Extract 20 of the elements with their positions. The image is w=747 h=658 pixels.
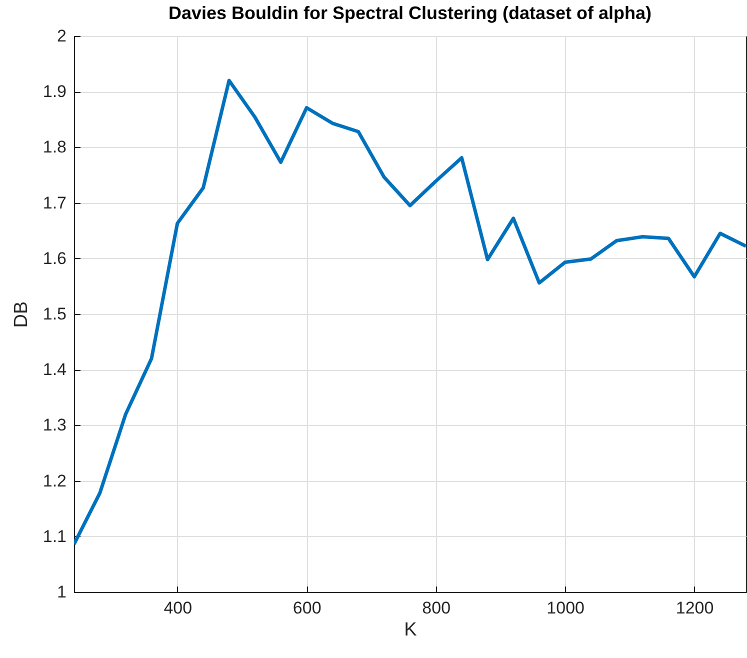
y-tick-label: 1.2 bbox=[42, 471, 66, 490]
chart-title: Davies Bouldin for Spectral Clustering (dataset of alpha) bbox=[168, 3, 652, 23]
x-tick-label: 1000 bbox=[546, 598, 584, 618]
y-tick-label: 1.8 bbox=[42, 138, 66, 157]
y-tick-label: 1.6 bbox=[42, 248, 66, 268]
x-tick-label: 1200 bbox=[676, 598, 714, 618]
x-tick-label: 800 bbox=[422, 598, 451, 618]
y-tick-label: 1.9 bbox=[42, 82, 66, 102]
y-tick-label: 1.5 bbox=[42, 304, 66, 324]
x-axis-title: K bbox=[404, 620, 418, 640]
x-tick-label: 600 bbox=[292, 598, 322, 618]
line-series bbox=[74, 78, 746, 546]
y-tick-label: 1 bbox=[57, 582, 66, 602]
y-tick-label: 1.1 bbox=[42, 526, 66, 546]
y-tick-label: 1.3 bbox=[42, 416, 66, 435]
y-axis-title: DB bbox=[10, 301, 32, 328]
y-tick-label: 1.4 bbox=[42, 360, 66, 380]
y-tick-label: 2 bbox=[57, 26, 66, 46]
x-tick-label: 400 bbox=[164, 598, 192, 618]
y-tick-label: 1.7 bbox=[42, 193, 66, 212]
